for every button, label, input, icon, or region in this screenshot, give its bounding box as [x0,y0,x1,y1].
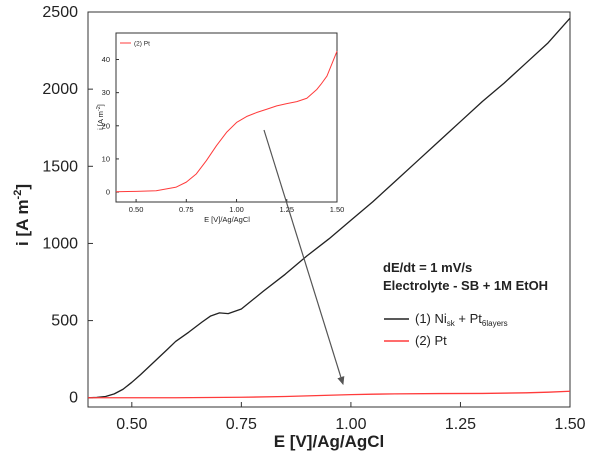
main-y-axis-title-sup: -2 [12,190,24,200]
main-y-axis-title: i [A m-2] [12,184,32,246]
inset-series-1-line [115,51,338,193]
main-y-tick-label-3: 1500 [42,158,78,175]
legend-label-series-1-sub1: sk [447,319,456,328]
main-series-2-line [88,390,571,399]
main-plot-frame [87,11,571,408]
inset-y-axis-title: i [A m-2] [96,104,105,130]
inset-x-tick-label-1: 0.75 [179,205,194,214]
main-y-tick-label-5: 2500 [42,4,78,21]
legend-label-series-2: (2) Pt [415,333,447,348]
inset-legend-label: (2) Pt [134,41,150,48]
main-y-tick-label-4: 2000 [42,81,78,98]
main-x-tick-label-4: 1.50 [554,416,585,433]
legend-label-series-1-sub2: 6layers [482,319,508,328]
main-legend: (1) Nisk + Pt6layers (2) Pt [384,311,508,348]
legend-label-series-1-prefix: (1) Ni [415,311,447,326]
inset-y-tick-label-1: 10 [102,154,110,163]
inset-y-tick-label-2: 20 [102,121,110,130]
main-y-tick-label-1: 500 [51,313,78,330]
main-series-group [87,17,571,399]
inset-x-tick-label-3: 1.25 [279,205,294,214]
main-x-tick-label-1: 0.75 [226,416,257,433]
inset-x-tick-label-4: 1.50 [330,205,345,214]
inset-y-tick-label-4: 40 [102,55,110,64]
inset-x-tick-label-0: 0.50 [129,205,144,214]
main-x-tick-label-0: 0.50 [116,416,147,433]
inset-x-tick-label-2: 1.00 [229,205,244,214]
inset-series-group [115,51,338,193]
annotation-scan-rate: dE/dt = 1 mV/s [383,260,472,275]
main-y-tick-label-0: 0 [69,390,78,407]
inset-y-tick-label-3: 30 [102,88,110,97]
inset-y-axis-title-close: ] [96,104,105,106]
inset-pointer-arrow [263,129,345,386]
main-series-1-line [87,17,571,399]
inset-x-axis-title: E [V]/Ag/AgCl [204,215,250,224]
annotation-electrolyte: Electrolyte - SB + 1M EtOH [383,278,548,293]
main-y-tick-label-2: 1000 [42,235,78,252]
main-axis-ticks: 0.50 0.75 1.00 1.25 1.50 0 500 1000 1500 2000 2500 [42,4,585,433]
inset-plot-frame [115,32,338,203]
main-x-tick-label-3: 1.25 [445,416,476,433]
legend-label-series-1-mid: + Pt [455,311,482,326]
inset-y-tick-label-0: 0 [106,188,110,197]
main-x-tick-label-2: 1.00 [335,416,366,433]
main-x-axis-title: E [V]/Ag/AgCl [274,432,385,451]
main-y-axis-title-close: ] [13,184,32,190]
inset-y-axis-title-base: i [A m [96,111,105,130]
main-y-axis-title-base: i [A m [13,199,32,246]
inset-y-axis-title-sup: -2 [96,106,102,111]
legend-label-series-1: (1) Nisk + Pt6layers [415,311,508,328]
